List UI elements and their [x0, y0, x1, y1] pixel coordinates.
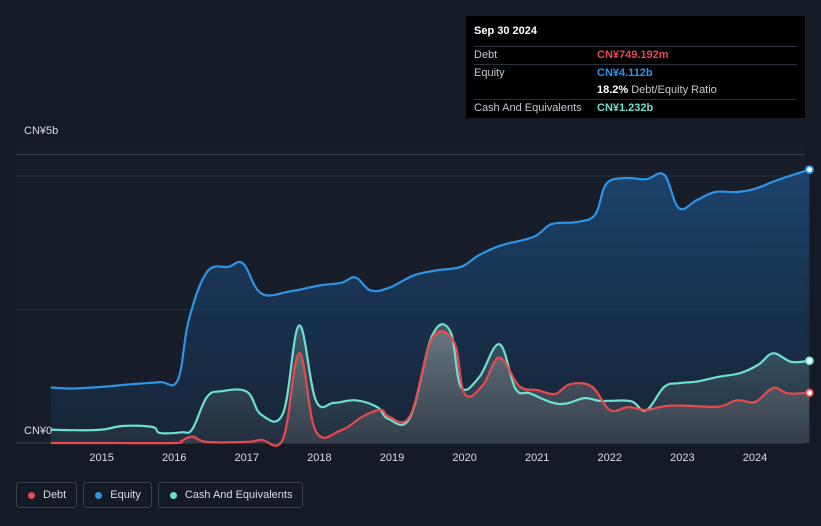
tooltip-value-equity: CN¥4.112b — [597, 67, 653, 79]
x-tick-label: 2023 — [670, 452, 694, 464]
legend-dot-icon — [28, 491, 35, 499]
legend-item-debt[interactable]: Debt — [16, 482, 78, 508]
series-areas — [50, 169, 810, 446]
x-tick-label: 2016 — [162, 452, 186, 464]
x-tick-label: 2024 — [743, 452, 767, 464]
tooltip-value-cash: CN¥1.232b — [597, 102, 654, 114]
legend-item-equity[interactable]: Equity — [83, 482, 152, 508]
legend-item-cash[interactable]: Cash And Equivalents — [157, 482, 304, 508]
x-tick-label: 2018 — [307, 452, 331, 464]
end-dot-equity — [805, 165, 814, 174]
tooltip-value-ratio: 18.2% — [597, 84, 629, 96]
legend-label: Cash And Equivalents — [184, 489, 293, 501]
x-tick-label: 2015 — [89, 452, 113, 464]
legend-label: Debt — [43, 489, 67, 501]
x-tick-label: 2017 — [235, 452, 259, 464]
area-debt — [50, 331, 810, 446]
tooltip-row-cash: Cash And Equivalents CN¥1.232b — [474, 99, 797, 117]
x-axis: 2015 2016 2017 2018 2019 2020 2021 2022 2023 2024 — [89, 452, 767, 464]
x-tick-label: 2019 — [380, 452, 404, 464]
x-tick-label: 2020 — [452, 452, 476, 464]
series-lines — [50, 168, 810, 447]
y-tick-zero: CN¥0 — [24, 425, 53, 437]
tooltip-value-debt: CN¥749.192m — [597, 49, 669, 61]
tooltip-row-debt: Debt CN¥749.192m — [474, 46, 797, 64]
tooltip-row-equity: Equity CN¥4.112b — [474, 64, 797, 82]
tooltip-label — [474, 82, 597, 99]
end-dot-cash-and-equivalents — [805, 356, 814, 366]
tooltip-ratio-label: Debt/Equity Ratio — [631, 84, 717, 96]
tooltip-label: Debt — [474, 49, 498, 61]
line-equity — [50, 168, 810, 390]
x-tick-label: 2022 — [598, 452, 622, 464]
legend-dot-icon — [95, 491, 103, 499]
tooltip-label: Equity — [474, 67, 505, 79]
series-end-dots — [805, 165, 814, 398]
end-dot-debt — [805, 388, 814, 398]
x-tick-label: 2021 — [525, 452, 549, 464]
area-equity — [50, 169, 810, 443]
y-tick-max: CN¥5b — [24, 125, 59, 137]
legend-label: Equity — [110, 489, 141, 501]
line-debt — [50, 330, 810, 447]
tooltip-label: Cash And Equivalents — [474, 102, 582, 114]
legend-dot-icon — [169, 491, 177, 499]
tooltip-date: Sep 30 2024 — [474, 25, 537, 37]
data-tooltip: Sep 30 2024 Debt CN¥749.192m Equity CN¥4… — [466, 16, 805, 118]
chart-legend: Debt Equity Cash And Equivalents — [16, 482, 304, 508]
tooltip-row-ratio: 18.2% Debt/Equity Ratio — [474, 82, 797, 99]
line-cash-and-equivalents — [50, 323, 810, 435]
